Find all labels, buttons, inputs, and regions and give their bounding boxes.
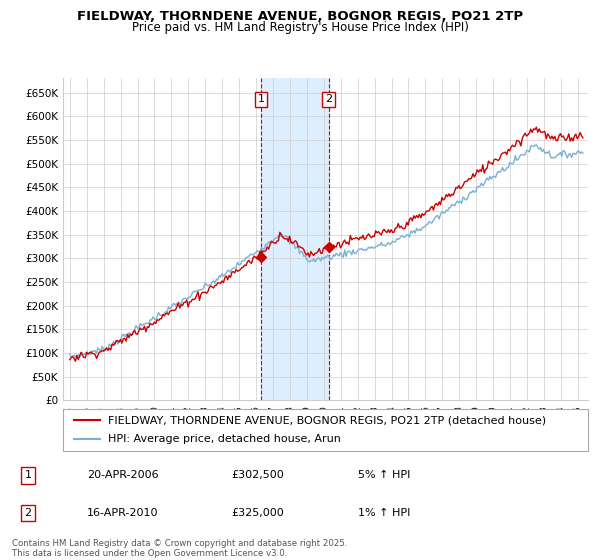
Text: 2: 2 [325,94,332,104]
Text: 1: 1 [257,94,265,104]
Bar [261,78,329,400]
Text: 20-APR-2006: 20-APR-2006 [87,470,158,480]
Text: 16-APR-2010: 16-APR-2010 [87,508,158,518]
Text: 2: 2 [25,508,32,518]
Text: Price paid vs. HM Land Registry's House Price Index (HPI): Price paid vs. HM Land Registry's House … [131,21,469,34]
Text: £325,000: £325,000 [231,508,284,518]
Text: 1% ↑ HPI: 1% ↑ HPI [358,508,410,518]
Text: FIELDWAY, THORNDENE AVENUE, BOGNOR REGIS, PO21 2TP (detached house): FIELDWAY, THORNDENE AVENUE, BOGNOR REGIS… [107,415,546,425]
Text: Contains HM Land Registry data © Crown copyright and database right 2025.
This d: Contains HM Land Registry data © Crown c… [12,539,347,558]
Text: £302,500: £302,500 [231,470,284,480]
Text: 1: 1 [25,470,32,480]
Text: FIELDWAY, THORNDENE AVENUE, BOGNOR REGIS, PO21 2TP: FIELDWAY, THORNDENE AVENUE, BOGNOR REGIS… [77,10,523,23]
Text: HPI: Average price, detached house, Arun: HPI: Average price, detached house, Arun [107,435,341,445]
Text: 5% ↑ HPI: 5% ↑ HPI [358,470,410,480]
